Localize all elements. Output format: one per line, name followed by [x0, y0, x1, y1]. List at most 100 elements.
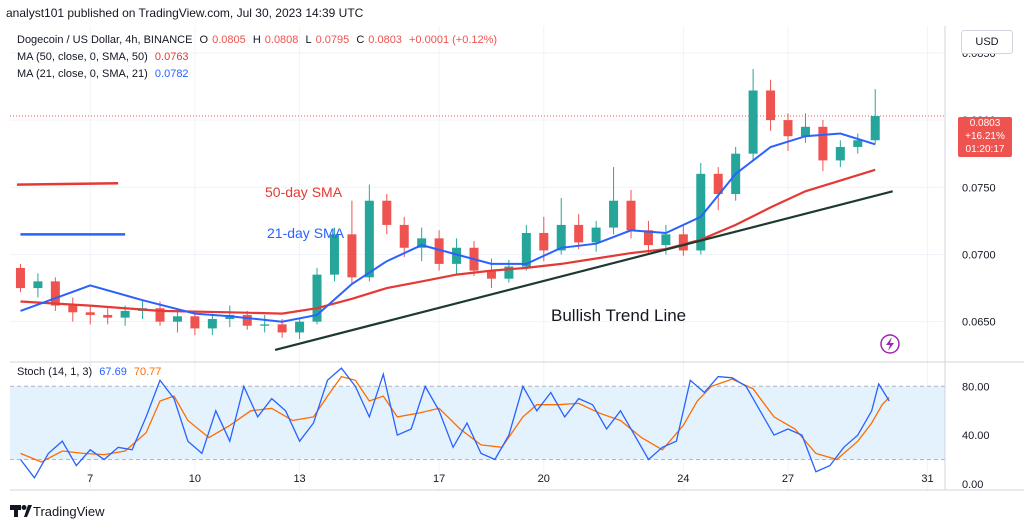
- candle-body: [103, 314, 113, 318]
- candle-body: [574, 224, 584, 243]
- ohlc-change: +0.0001 (+0.12%): [409, 34, 498, 46]
- candle-body: [68, 305, 78, 313]
- candle-body: [277, 324, 287, 333]
- ohlc-high: H 0.0808: [252, 34, 299, 46]
- ma21-value: 0.0782: [154, 68, 189, 80]
- price-tag-change: +16.21%: [965, 131, 1005, 142]
- time-tick-label: 20: [538, 473, 550, 485]
- candle-body: [364, 200, 374, 278]
- candle-body: [800, 126, 810, 137]
- candle-body: [696, 173, 706, 251]
- ohlc-close: C 0.0803: [356, 34, 402, 46]
- candle-body: [818, 126, 828, 161]
- ma21-line: [20, 132, 876, 323]
- publisher-header: analyst101 published on TradingView.com,…: [0, 0, 1024, 26]
- indicator-lines: [16, 132, 893, 479]
- annotation-sma50: 50-day SMA: [265, 184, 343, 200]
- time-tick-label: 31: [921, 473, 933, 485]
- stoch-d-value: 70.77: [133, 366, 162, 378]
- time-tick-label: 17: [433, 473, 445, 485]
- ma50-legend[interactable]: MA (50, close, 0, SMA, 50) 0.0763: [17, 51, 193, 63]
- candle-body: [312, 274, 322, 322]
- candle-body: [207, 318, 217, 329]
- price-tag-countdown: 01:20:17: [965, 144, 1005, 155]
- candle-body: [417, 238, 427, 248]
- ma50-line: [20, 168, 876, 315]
- candle-body: [748, 90, 758, 154]
- footer-brand[interactable]: TradingView: [33, 504, 105, 519]
- candle-body: [295, 321, 305, 333]
- candle-body: [434, 238, 444, 264]
- price-tick-label: 0.0650: [962, 317, 996, 329]
- footer: TradingView: [0, 497, 1024, 527]
- time-tick-label: 27: [782, 473, 794, 485]
- candle-body: [591, 227, 601, 243]
- price-tag-price: 0.0803: [969, 118, 1001, 129]
- candle-body: [643, 230, 653, 246]
- stoch-tick-label: 0.00: [962, 479, 983, 491]
- candle-body: [120, 310, 130, 318]
- candle-body: [870, 116, 880, 141]
- candle-body: [242, 314, 252, 326]
- symbol-name[interactable]: Dogecoin / US Dollar, 4h, BINANCE: [17, 34, 193, 46]
- candle-body: [766, 90, 776, 121]
- candle-body: [382, 200, 392, 225]
- candle-body: [15, 267, 25, 289]
- stoch-tick-label: 40.00: [962, 430, 990, 442]
- candle-body: [33, 281, 43, 289]
- tradingview-logo-icon: [10, 505, 32, 517]
- time-tick-label: 13: [293, 473, 305, 485]
- candle-body: [85, 312, 95, 315]
- time-tick-label: 24: [677, 473, 689, 485]
- candle-body: [661, 234, 671, 246]
- candle-body: [155, 308, 165, 322]
- bullish-trend-line: [274, 190, 893, 351]
- candle-body: [835, 146, 845, 161]
- publisher-info: analyst101 published on TradingView.com,…: [6, 6, 364, 20]
- candle-body: [609, 200, 619, 228]
- stoch-d-line: [20, 375, 890, 463]
- ohlc-legend: Dogecoin / US Dollar, 4h, BINANCE O 0.080…: [17, 34, 501, 46]
- candle-body: [329, 234, 339, 275]
- annotation-trend: Bullish Trend Line: [551, 306, 686, 325]
- sma50-legend-swatch: [16, 181, 119, 186]
- ma21-legend[interactable]: MA (21, close, 0, SMA, 21) 0.0782: [17, 68, 193, 80]
- ma50-value: 0.0763: [154, 51, 189, 63]
- candlesticks: [15, 69, 880, 340]
- candle-body: [626, 200, 636, 231]
- stoch-k-line: [19, 367, 890, 479]
- price-tick-label: 0.0700: [962, 249, 996, 261]
- candle-body: [172, 316, 182, 322]
- annotation-sma21: 21-day SMA: [267, 225, 345, 241]
- ma50-label: MA (50, close, 0, SMA, 50): [17, 51, 148, 63]
- candle-body: [853, 140, 863, 147]
- candle-body: [521, 232, 531, 267]
- candle-body: [486, 270, 496, 279]
- time-tick-label: 7: [87, 473, 93, 485]
- stoch-label: Stoch (14, 1, 3): [17, 366, 93, 378]
- candle-body: [190, 316, 200, 329]
- candle-body: [556, 224, 566, 251]
- candle-body: [783, 120, 793, 137]
- ma21-label: MA (21, close, 0, SMA, 21): [17, 68, 148, 80]
- stoch-legend[interactable]: Stoch (14, 1, 3) 67.69 70.77: [17, 366, 165, 378]
- candle-body: [260, 324, 270, 326]
- lightning-icon[interactable]: [880, 334, 900, 354]
- candle-body: [539, 232, 549, 251]
- ohlc-open: O 0.0805: [199, 34, 246, 46]
- ohlc-low: L 0.0795: [305, 34, 350, 46]
- candle-body: [452, 247, 462, 264]
- price-tick-label: 0.0750: [962, 182, 996, 194]
- stoch-tick-label: 80.00: [962, 381, 990, 393]
- stoch-k-value: 67.69: [99, 366, 127, 378]
- candle-body: [678, 234, 688, 251]
- candle-body: [399, 224, 409, 248]
- candle-body: [713, 173, 723, 194]
- currency-button[interactable]: USD: [961, 30, 1013, 54]
- candle-body: [50, 281, 60, 306]
- candle-body: [504, 266, 514, 279]
- candle-body: [347, 234, 357, 278]
- time-tick-label: 10: [189, 473, 201, 485]
- last-price-tag: 0.0803 +16.21% 01:20:17: [958, 117, 1012, 157]
